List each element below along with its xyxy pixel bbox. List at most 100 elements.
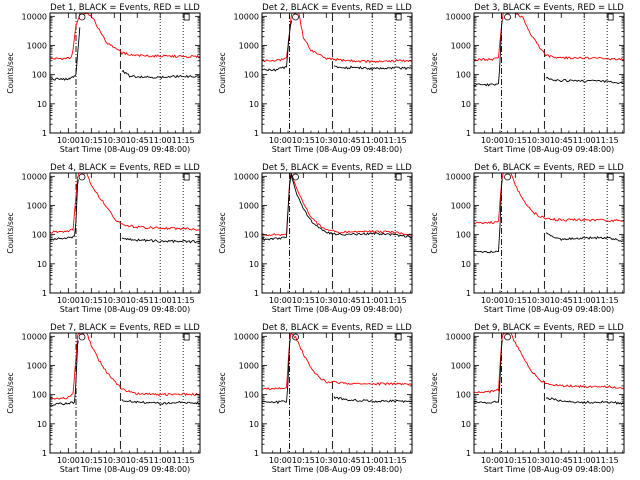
y-tick-label: 100: [32, 391, 47, 400]
y-tick-label: 1000: [239, 361, 259, 370]
x-tick-label: 10:15: [504, 296, 527, 305]
flare-marker-circle-icon: [78, 13, 86, 21]
y-tick-label: 10: [249, 420, 259, 429]
x-tick-label: 10:45: [338, 296, 361, 305]
x-axis-label: Start Time (08-Aug-09 09:48:00): [484, 465, 615, 474]
y-axis-label: Counts/sec: [430, 212, 439, 253]
trace-lld: [262, 173, 412, 237]
y-tick-label: 1: [466, 289, 471, 298]
x-tick-label: 10:00: [481, 136, 504, 145]
x-tick-label: 11:15: [172, 456, 195, 465]
plot-frame: [49, 332, 201, 454]
trace-events: [262, 338, 412, 405]
x-tick-label: 10:00: [269, 136, 292, 145]
x-axis-label: Start Time (08-Aug-09 09:48:00): [484, 145, 615, 154]
flare-marker-square-icon: [607, 13, 614, 21]
x-tick-label: 10:15: [80, 296, 103, 305]
y-tick-label: 1000: [451, 41, 471, 50]
panel-det-5: 1 10 100 1000 10000 10:00 10:15 10:30 10:45 11:00…: [218, 163, 413, 314]
y-tick-label: 1: [254, 289, 259, 298]
x-tick-label: 10:45: [126, 456, 149, 465]
x-tick-label: 10:45: [126, 136, 149, 145]
x-axis-label: Start Time (08-Aug-09 09:48:00): [484, 305, 615, 314]
y-axis-label: Counts/sec: [218, 52, 227, 93]
y-tick-label: 10000: [22, 172, 47, 181]
x-tick-label: 10:15: [292, 296, 315, 305]
y-tick-label: 10: [249, 260, 259, 269]
y-tick-label: 1: [466, 129, 471, 138]
x-tick-label: 10:30: [527, 136, 550, 145]
flare-marker-circle-icon: [504, 13, 511, 21]
y-tick-label: 1000: [451, 201, 471, 210]
y-tick-label: 10: [37, 420, 47, 429]
y-tick-label: 10000: [446, 172, 471, 181]
x-tick-label: 11:00: [573, 296, 596, 305]
y-tick-label: 10: [461, 420, 471, 429]
x-tick-label: 11:00: [361, 296, 384, 305]
y-axis-label: Counts/sec: [430, 372, 439, 413]
x-tick-label: 10:45: [338, 456, 361, 465]
y-axis-label: Counts/sec: [6, 372, 15, 413]
y-tick-label: 100: [32, 231, 47, 240]
plot-frame: [473, 12, 625, 134]
x-tick-label: 10:45: [550, 296, 573, 305]
flare-marker-square-icon: [183, 173, 190, 181]
trace-events: [50, 340, 200, 407]
y-tick-label: 10000: [22, 332, 47, 341]
panel-title: Det 3, BLACK = Events, RED = LLD: [474, 3, 624, 13]
x-tick-label: 11:15: [172, 136, 195, 145]
flare-marker-circle-icon: [504, 333, 511, 341]
y-tick-label: 1: [254, 129, 259, 138]
y-tick-label: 10: [37, 100, 47, 109]
y-tick-label: 1: [254, 449, 259, 458]
panel-det-6: 1 10 100 1000 10000 10:00 10:15 10:30 10:45 11:00…: [430, 163, 625, 314]
y-axis-label: Counts/sec: [6, 212, 15, 253]
trace-lld: [262, 13, 412, 64]
x-tick-label: 10:15: [292, 136, 315, 145]
flare-marker-square-icon: [395, 13, 402, 21]
y-tick-label: 100: [244, 391, 259, 400]
plot-frame: [49, 172, 201, 294]
x-axis-label: Start Time (08-Aug-09 09:48:00): [272, 465, 403, 474]
x-tick-label: 10:45: [550, 136, 573, 145]
x-axis-label: Start Time (08-Aug-09 09:48:00): [60, 465, 191, 474]
trace-lld: [474, 333, 624, 394]
plot-frame: [261, 332, 413, 454]
x-tick-label: 10:45: [338, 136, 361, 145]
y-tick-label: 1000: [239, 41, 259, 50]
x-tick-label: 10:15: [504, 136, 527, 145]
y-tick-label: 1000: [27, 41, 47, 50]
trace-lld: [50, 173, 200, 234]
flare-marker-square-icon: [607, 173, 614, 181]
x-tick-label: 10:00: [57, 296, 80, 305]
x-tick-label: 10:30: [315, 136, 338, 145]
flare-marker-circle-icon: [292, 173, 299, 181]
x-tick-label: 11:15: [172, 296, 195, 305]
flare-marker-circle-icon: [78, 333, 86, 341]
panel-title: Det 1, BLACK = Events, RED = LLD: [50, 3, 200, 13]
flare-marker-square-icon: [183, 333, 190, 341]
trace-events: [50, 27, 200, 81]
y-tick-label: 10000: [22, 12, 47, 21]
x-tick-label: 10:30: [315, 456, 338, 465]
y-tick-label: 10000: [446, 12, 471, 21]
y-tick-label: 10000: [234, 172, 259, 181]
trace-lld: [50, 333, 200, 400]
x-tick-label: 10:30: [527, 456, 550, 465]
y-tick-label: 100: [456, 71, 471, 80]
x-tick-label: 10:00: [481, 456, 504, 465]
panel-det-1: 1 10 100 1000 10000 10:00 10:15 10:30 10:45 11:00…: [6, 3, 201, 154]
x-tick-label: 10:00: [269, 296, 292, 305]
x-tick-label: 11:00: [573, 136, 596, 145]
x-tick-label: 11:15: [596, 136, 619, 145]
y-tick-label: 100: [456, 391, 471, 400]
panel-det-2: 1 10 100 1000 10000 10:00 10:15 10:30 10:45 11:00…: [218, 3, 413, 154]
x-tick-label: 11:15: [596, 296, 619, 305]
x-tick-label: 11:15: [596, 456, 619, 465]
y-tick-label: 10: [461, 260, 471, 269]
panel-det-8: 1 10 100 1000 10000 10:00 10:15 10:30 10:45 11:00…: [218, 323, 413, 474]
x-tick-label: 10:30: [527, 296, 550, 305]
panel-title: Det 7, BLACK = Events, RED = LLD: [50, 323, 200, 333]
x-tick-label: 11:00: [573, 456, 596, 465]
